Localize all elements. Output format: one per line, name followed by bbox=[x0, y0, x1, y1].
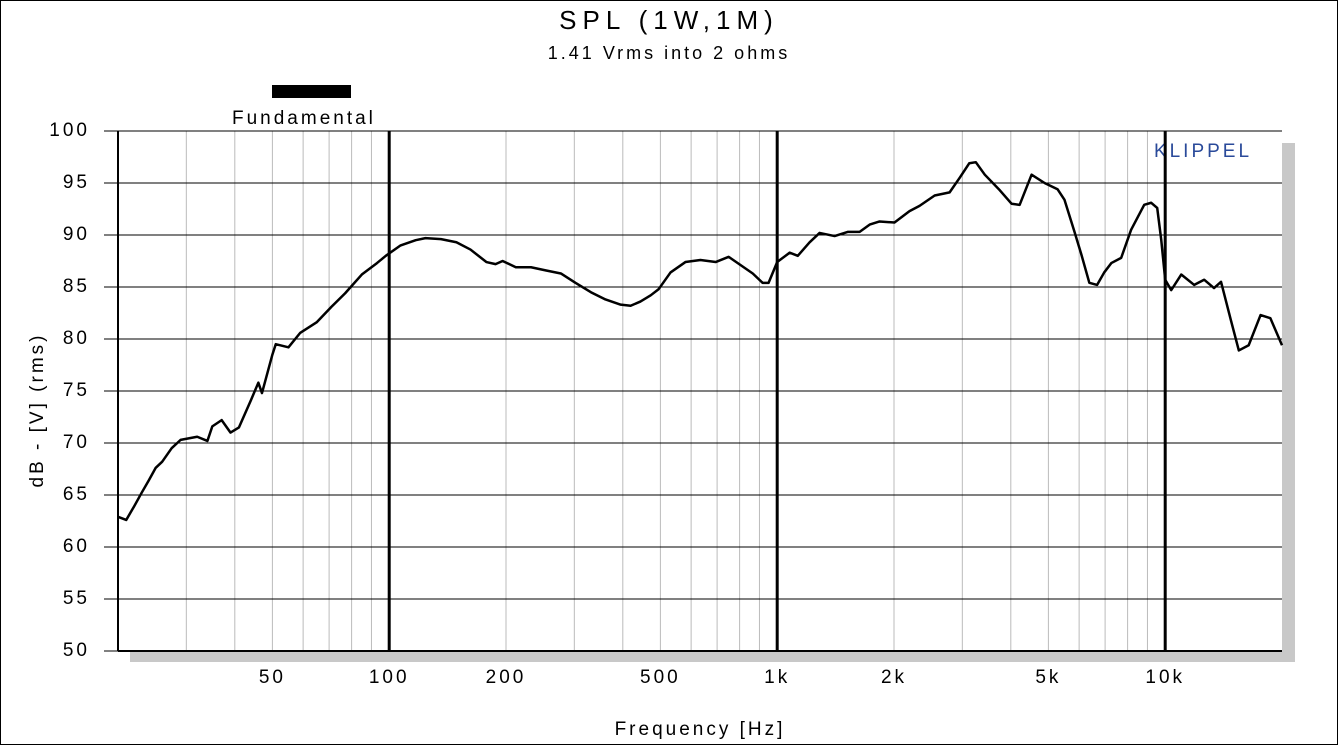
series-line bbox=[117, 160, 1284, 522]
y-tick-label: 90 bbox=[63, 224, 90, 245]
y-tick-label: 50 bbox=[63, 640, 90, 661]
x-tick-label: 200 bbox=[486, 667, 527, 688]
y-tick-label: 85 bbox=[63, 276, 90, 297]
chart-subtitle: 1.41 Vrms into 2 ohms bbox=[548, 43, 790, 63]
y-tick-label: 95 bbox=[63, 172, 90, 193]
y-tick-label: 80 bbox=[63, 328, 90, 349]
x-tick-label: 5k bbox=[1035, 667, 1061, 688]
x-tick-label: 10k bbox=[1145, 667, 1185, 688]
y-tick-label: 100 bbox=[49, 120, 90, 141]
y-tick-label: 60 bbox=[63, 536, 90, 557]
legend-swatch bbox=[272, 85, 351, 98]
x-tick-label: 1k bbox=[764, 667, 790, 688]
x-tick-label: 2k bbox=[881, 667, 907, 688]
y-tick-label: 65 bbox=[63, 484, 90, 505]
legend-label: Fundamental bbox=[232, 108, 376, 129]
y-tick-label: 75 bbox=[63, 380, 90, 401]
y-tick-label: 55 bbox=[63, 588, 90, 609]
annotation: KLIPPEL bbox=[1154, 141, 1252, 162]
x-tick-label: 100 bbox=[369, 667, 410, 688]
x-tick-label: 50 bbox=[259, 667, 286, 688]
chart-title: SPL (1W,1M) bbox=[559, 5, 779, 35]
x-tick-label: 500 bbox=[640, 667, 681, 688]
y-tick-label: 70 bbox=[63, 432, 90, 453]
y-axis-title: dB - [V] (rms) bbox=[27, 333, 48, 488]
x-axis-title: Frequency [Hz] bbox=[615, 719, 786, 740]
